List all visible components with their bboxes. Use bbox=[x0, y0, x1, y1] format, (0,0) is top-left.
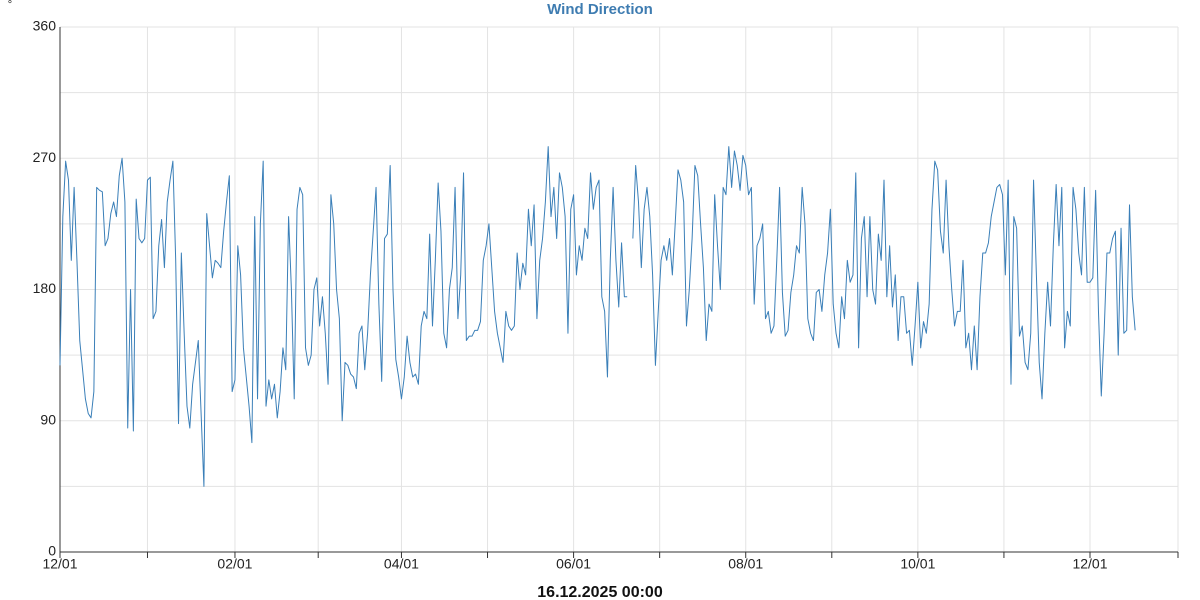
y-tick-label: 360 bbox=[33, 18, 57, 34]
y-tick-label: 0 bbox=[48, 543, 56, 559]
x-label: 16.12.2025 00:00 bbox=[537, 584, 663, 600]
chart-title: Wind Direction bbox=[547, 1, 653, 18]
y-tick-label: 270 bbox=[33, 149, 57, 165]
x-tick-label: 08/01 bbox=[728, 556, 763, 572]
y-tick-label: 90 bbox=[40, 411, 56, 427]
x-tick-label: 12/01 bbox=[1072, 556, 1107, 572]
data-line bbox=[59, 146, 1136, 487]
x-tick-label: 04/01 bbox=[384, 556, 419, 572]
x-tick-label: 12/01 bbox=[42, 556, 77, 572]
x-tick-label: 06/01 bbox=[556, 556, 591, 572]
x-tick-label: 10/01 bbox=[900, 556, 935, 572]
y-tick-label: 180 bbox=[33, 280, 57, 296]
x-tick-label: 02/01 bbox=[217, 556, 252, 572]
y-unit: ° bbox=[8, 0, 12, 11]
